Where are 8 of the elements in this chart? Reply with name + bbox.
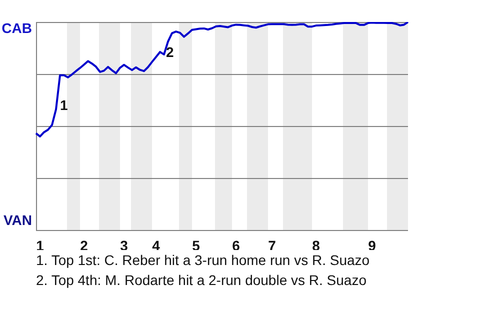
annotation: 1 [60, 96, 68, 113]
annotation: 2 [166, 44, 174, 60]
x-tick-label: 4 [152, 237, 160, 254]
text: VAN [3, 212, 32, 228]
text: 1. Top 1st: C. Reber hit a 3-run home run vs R. Suazo [36, 252, 370, 268]
text: 2. Top 4th: M. Rodarte hit a 2-run double vs R. Suazo [36, 272, 367, 288]
x-tick-label: 7 [268, 237, 276, 254]
text: CAB [2, 20, 32, 36]
